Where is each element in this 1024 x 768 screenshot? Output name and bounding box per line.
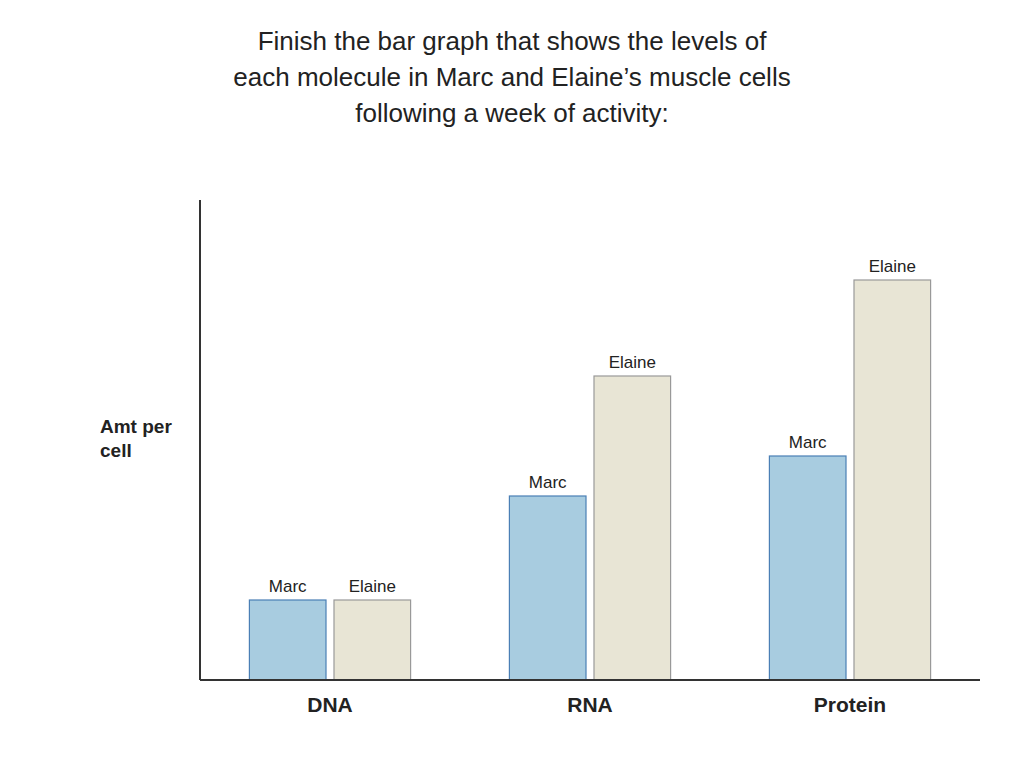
series-annotation: Elaine [349,577,396,596]
y-axis-label: Amt per cell [100,416,172,461]
series-annotation: Marc [269,577,307,596]
bar [769,456,846,680]
title-line: following a week of activity: [355,98,669,128]
title: Finish the bar graph that shows the leve… [233,26,790,128]
y-axis-label-line: Amt per [100,416,172,437]
x-tick-label: Protein [814,693,886,716]
series-annotation: Elaine [869,257,916,276]
chart: Finish the bar graph that shows the leve… [0,0,1024,768]
bar-annotations: Marc Marc Marc Elaine Elaine Elaine [269,257,916,596]
bars [249,280,930,680]
bar [854,280,931,680]
bar [334,600,411,680]
series-annotation: Elaine [609,353,656,372]
bar [509,496,586,680]
series-annotation: Marc [789,433,827,452]
x-tick-label: DNA [307,693,353,716]
bar [594,376,671,680]
x-tick-label: RNA [567,693,613,716]
y-axis-label-line: cell [100,440,132,461]
bar [249,600,326,680]
y-axis-line [199,200,201,680]
title-line: Finish the bar graph that shows the leve… [258,26,768,56]
series-annotation: Marc [529,473,567,492]
chart-container: Finish the bar graph that shows the leve… [0,0,1024,768]
title-line: each molecule in Marc and Elaine’s muscl… [233,62,790,92]
x-axis-line [200,679,980,681]
